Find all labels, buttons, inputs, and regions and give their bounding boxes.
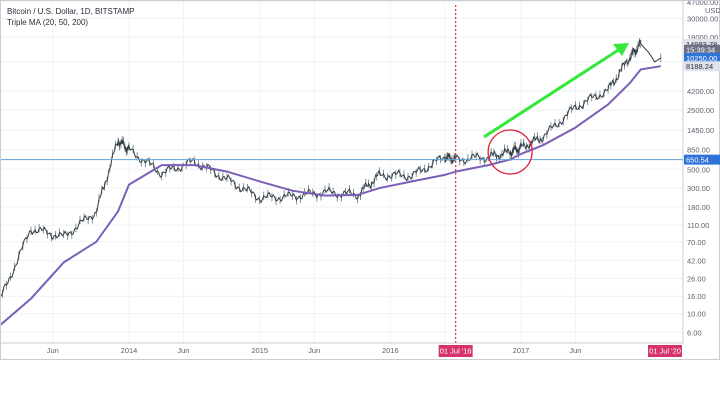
y-tick-label: 70.00: [687, 238, 706, 247]
grid: [1, 1, 683, 343]
price-tag: [684, 61, 720, 72]
y-tick-label: 6.00: [687, 328, 702, 337]
x-tick-label: 2017: [513, 346, 530, 355]
y-tick-label: 42.00: [687, 257, 706, 266]
y-tick-label: 1450.00: [687, 126, 714, 135]
annotations: [1, 5, 683, 343]
currency-label: USD: [705, 6, 720, 15]
y-tick-label: 110.00: [687, 221, 709, 230]
ma-group: [1, 65, 661, 326]
price-series-line: [1, 39, 662, 297]
x-tick-label: Jun: [47, 346, 59, 355]
x-tick-label: 2014: [121, 346, 138, 355]
breakout-circle: [487, 129, 533, 175]
trend-arrow: [483, 45, 624, 139]
y-tick-label: 850.00: [687, 146, 710, 155]
y-tick-label: 47000.00: [687, 1, 718, 7]
y-tick-label: 180.00: [687, 203, 710, 212]
y-tick-label: 18000.00: [687, 33, 718, 42]
x-tick-label: 2015: [251, 346, 268, 355]
x-tick-label: 2016: [382, 346, 399, 355]
price-tag-label: 15:39:34: [686, 46, 715, 55]
chart-frame: 47000.0030000.0018000.009300.004200.0025…: [0, 0, 720, 360]
price-group: [1, 38, 662, 298]
y-tick-label: 10.00: [687, 310, 706, 319]
vertical-line-date-label: 01 Jul '16: [440, 347, 472, 356]
y-tick-label: 16.00: [687, 292, 706, 301]
chart-title: Bitcoin / U.S. Dollar, 1D, BITSTAMP: [7, 7, 135, 16]
price-tag: [684, 44, 720, 55]
price-tag: [684, 154, 720, 165]
y-tick-label: 30000.00: [687, 14, 718, 23]
vertical-line-date-tag: [438, 345, 473, 357]
price-tag-label: 14983.78: [686, 40, 717, 49]
x-tick-label: Jun: [569, 346, 581, 355]
y-axis: 47000.0030000.0018000.009300.004200.0025…: [682, 1, 720, 343]
y-tick-label: 2500.00: [687, 106, 714, 115]
price-tag: [684, 52, 720, 63]
x-tick-label: Jun: [177, 346, 189, 355]
y-tick-label: 26.00: [687, 274, 706, 283]
price-tag-label: 8188.24: [686, 62, 713, 71]
indicator-label: Triple MA (20, 50, 200): [7, 18, 89, 27]
y-tick-label: 300.00: [687, 184, 710, 193]
trend-arrow-head: [613, 43, 629, 56]
x-tick-label: Jun: [308, 346, 320, 355]
moving-average-line: [1, 65, 661, 326]
price-tag-label: 650.54: [686, 156, 709, 165]
x-axis: Jun2014Jun2015Jun2016Jun2017Jun01 Jul '1…: [1, 342, 683, 357]
end-date-tag: [648, 345, 682, 357]
y-tick-label: 500.00: [687, 165, 710, 174]
chart-svg[interactable]: 47000.0030000.0018000.009300.004200.0025…: [1, 1, 720, 361]
y-tick-label: 4200.00: [687, 87, 714, 96]
end-date-label: 01 Jul '20: [649, 347, 681, 356]
price-tag-label: 10250.00: [686, 54, 717, 63]
